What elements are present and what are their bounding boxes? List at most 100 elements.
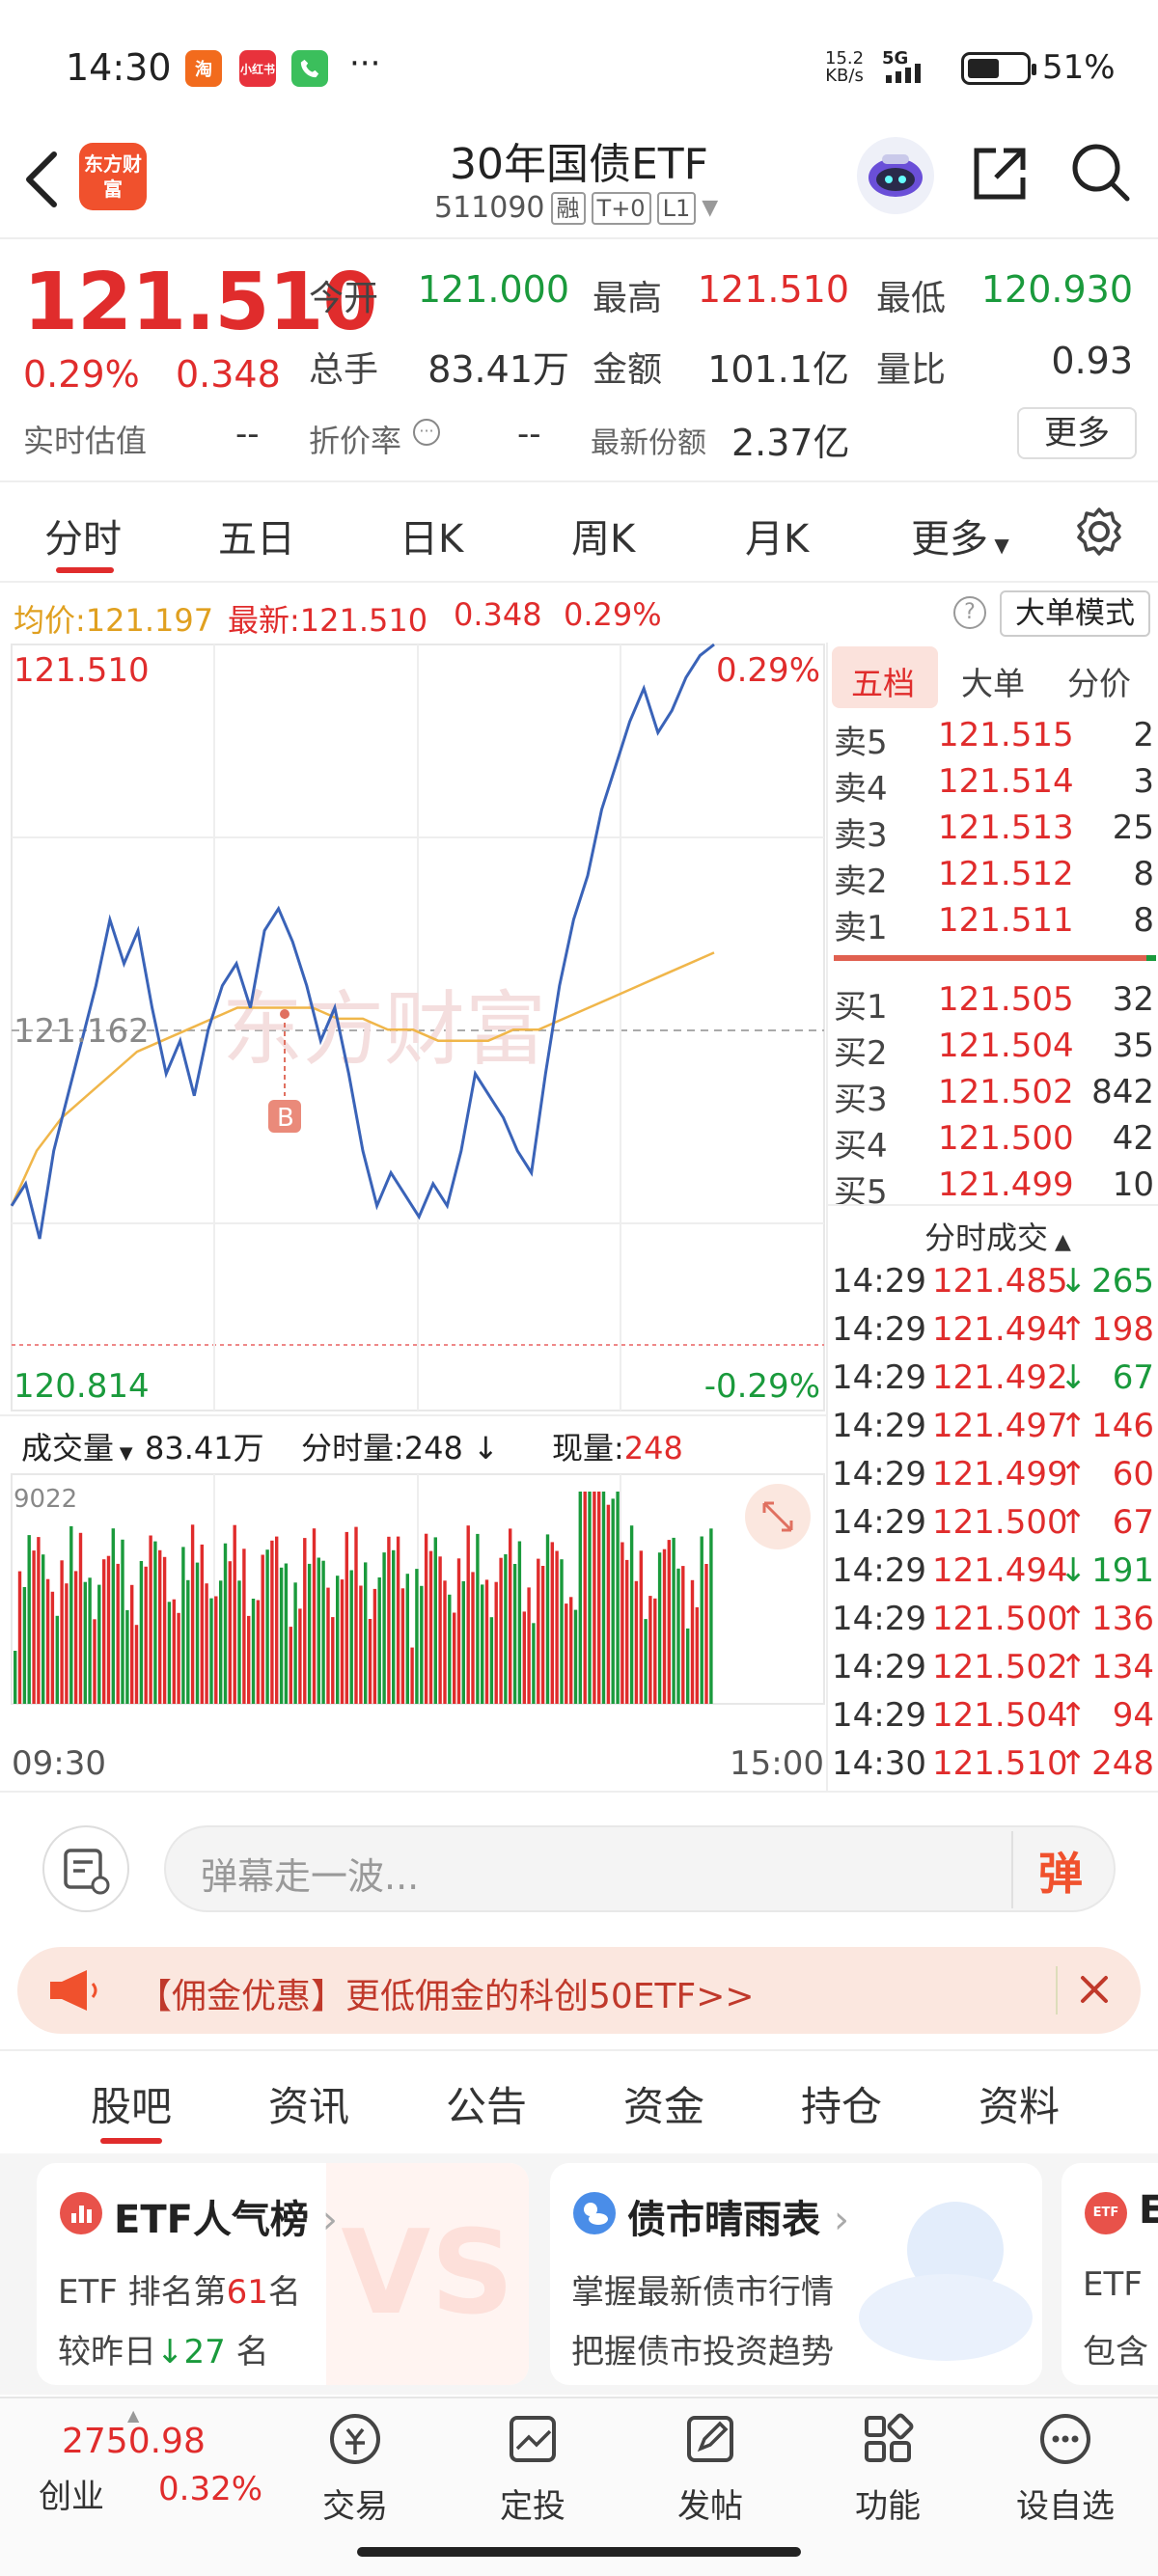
current-volume: 现量:248	[552, 1430, 683, 1466]
trade-dir: ↑	[1060, 1455, 1088, 1494]
volume-bar	[522, 1611, 526, 1704]
volume-bar	[448, 1594, 452, 1704]
volume-bar	[275, 1536, 279, 1704]
tab-daily-k[interactable]: 日K	[400, 517, 464, 562]
tab-more[interactable]: 更多 ▼	[911, 517, 1009, 562]
volume-bar	[144, 1566, 148, 1704]
bid-row[interactable]: 买3 121.502 842	[828, 1073, 1156, 1119]
volume-bar	[336, 1576, 340, 1704]
tab-five-day[interactable]: 五日	[218, 517, 295, 562]
bid-row[interactable]: 买4 121.500 42	[828, 1119, 1156, 1165]
tab-announcements[interactable]: 公告	[446, 2083, 528, 2130]
search-icon[interactable]	[1069, 141, 1133, 208]
volume-ratio-label: 量比	[876, 350, 947, 390]
header: 东方财富 30年国债ETF 511090 融 T+0 L1 ▼	[0, 125, 1158, 239]
etf-card-partial[interactable]: ETF E ETF 包含	[1062, 2163, 1158, 2385]
tab-weekly-k[interactable]: 周K	[571, 517, 636, 562]
volume-bar	[83, 1581, 87, 1704]
trade-row: 14:29 121.497 ↑ 146	[828, 1407, 1156, 1453]
volume-value: 83.41万	[427, 348, 569, 391]
info-icon[interactable]: ···	[413, 419, 440, 446]
tab-monthly-k[interactable]: 月K	[745, 517, 810, 562]
megaphone-icon	[46, 1968, 100, 2016]
nav-fixed-investment[interactable]: 定投	[475, 2408, 591, 2527]
tab-funds[interactable]: 资金	[623, 2083, 705, 2130]
volume-bar	[428, 1550, 433, 1704]
volume-bar	[709, 1528, 713, 1704]
price-chart-svg[interactable]: 东方财富 B 121.510 0.29% 121.162 120.814 -0.…	[0, 643, 826, 1414]
tab-intraday[interactable]: 分时	[44, 517, 122, 562]
nav-trade[interactable]: 交易	[297, 2408, 413, 2527]
security-code-row[interactable]: 511090 融 T+0 L1 ▼	[434, 191, 718, 225]
tab-profile[interactable]: 资料	[979, 2083, 1061, 2130]
volume-bar	[387, 1536, 391, 1704]
volume-bar	[121, 1539, 124, 1704]
volume-bar	[555, 1550, 559, 1704]
chart-bars-icon	[60, 2192, 102, 2234]
trade-row: 14:29 121.494 ↑ 198	[828, 1310, 1156, 1357]
ask-row[interactable]: 卖2 121.512 8	[828, 855, 1156, 901]
nav-post[interactable]: 发帖	[652, 2408, 768, 2527]
latest-change: 0.348	[454, 596, 542, 633]
bond-market-card[interactable]: 债市晴雨表 › 掌握最新债市行情 把握债市投资趋势	[550, 2163, 1042, 2385]
trade-qty: 134	[1091, 1648, 1154, 1686]
trade-time: 14:29	[832, 1600, 926, 1638]
danmu-input[interactable]: 弹幕走一波... 弹	[164, 1825, 1116, 1912]
volume-selector[interactable]: 成交量 ▼	[21, 1430, 133, 1466]
volume-bar	[116, 1563, 120, 1704]
buy-marker[interactable]	[268, 1100, 301, 1133]
tab-big-orders[interactable]: 大单	[961, 665, 1025, 702]
ask-row[interactable]: 卖3 121.513 25	[828, 808, 1156, 855]
close-icon[interactable]	[1069, 1964, 1119, 2018]
home-indicator[interactable]	[357, 2547, 801, 2557]
tab-five-levels[interactable]: 五档	[851, 665, 915, 702]
trade-time: 14:29	[832, 1358, 926, 1397]
trade-qty: 60	[1112, 1455, 1154, 1494]
volume-bar	[41, 1554, 45, 1704]
bid-row[interactable]: 买1 121.505 32	[828, 980, 1156, 1027]
tab-news[interactable]: 资讯	[268, 2083, 350, 2130]
more-button[interactable]: 更多	[1017, 407, 1137, 459]
volume-bar	[509, 1528, 512, 1704]
danmu-send-button[interactable]: 弹	[1038, 1848, 1083, 1900]
help-icon[interactable]: ?	[953, 596, 986, 629]
etf-popularity-card[interactable]: VS ETF人气榜 › ETF 排名第61名 较昨日↓27 名	[37, 2163, 529, 2385]
tab-forum[interactable]: 股吧	[91, 2083, 173, 2130]
ask-row[interactable]: 卖5 121.515 2	[828, 716, 1156, 762]
tab-holdings[interactable]: 持仓	[801, 2083, 883, 2130]
volume-bar	[279, 1567, 284, 1704]
volume-bar	[466, 1525, 470, 1704]
ask-row[interactable]: 卖4 121.514 3	[828, 762, 1156, 808]
volume-bar	[499, 1557, 503, 1704]
back-icon[interactable]	[19, 149, 66, 214]
axis-mid-price: 121.162	[14, 1012, 150, 1051]
volume-bar	[247, 1615, 251, 1704]
grid-icon	[865, 2413, 914, 2462]
volume-bar	[560, 1559, 564, 1704]
chevron-down-icon: ▼	[702, 196, 719, 220]
promo-banner[interactable]: 【佣金优惠】更低佣金的科创50ETF>>	[17, 1947, 1141, 2034]
nav-add-watchlist[interactable]: 设自选	[1007, 2408, 1123, 2527]
volume-bar	[209, 1598, 213, 1704]
danmu-settings-icon[interactable]	[42, 1825, 129, 1912]
edit-icon	[687, 2416, 733, 2462]
volume-bar	[289, 1627, 292, 1704]
trade-price: 121.494	[932, 1551, 1068, 1590]
trades-title[interactable]: 分时成交 ▲	[924, 1219, 1071, 1256]
index-ticker[interactable]: ▲ 2750.98 创业 0.32%	[19, 2406, 280, 2522]
settings-gear-icon[interactable]	[1073, 506, 1125, 562]
big-order-mode-button[interactable]: 大单模式	[1000, 590, 1150, 637]
ask-row[interactable]: 卖1 121.511 8	[828, 901, 1156, 947]
tab-price-distribution[interactable]: 分价	[1067, 665, 1131, 702]
ai-assistant-icon[interactable]	[857, 137, 934, 214]
share-icon[interactable]	[969, 143, 1031, 208]
ask-label: 卖5	[834, 724, 888, 762]
volume-bars	[14, 1492, 713, 1704]
nav-features[interactable]: 功能	[830, 2408, 946, 2527]
volume-bar	[134, 1625, 139, 1704]
bid-row[interactable]: 买2 121.504 35	[828, 1027, 1156, 1073]
card-line-1: 掌握最新债市行情	[571, 2273, 834, 2312]
volume-chart-svg[interactable]: 9022	[0, 1472, 826, 1733]
ask-label: 卖2	[834, 863, 888, 901]
quote-panel: 121.510 0.29% 0.348 今开 121.000 最高 121.51…	[0, 241, 1158, 482]
